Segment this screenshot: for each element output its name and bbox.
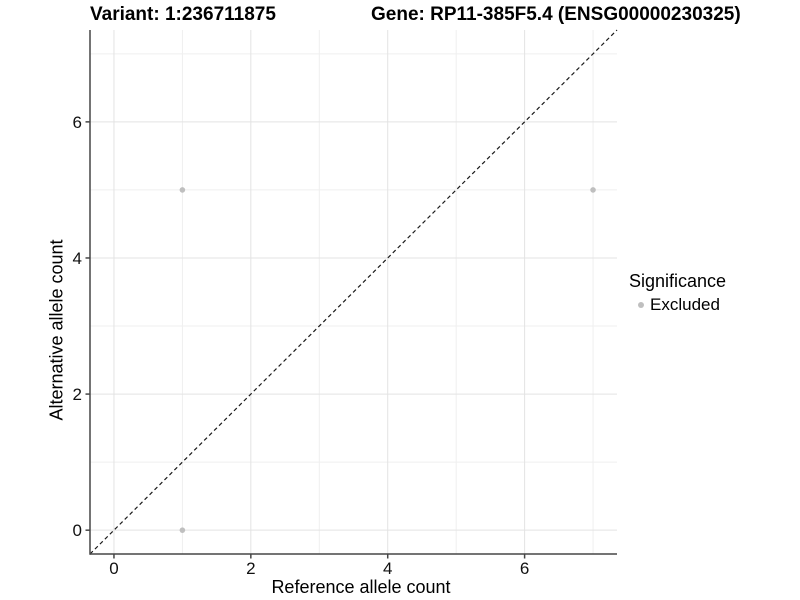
x-tick-label: 6: [520, 559, 529, 578]
legend: Significance Excluded: [629, 271, 726, 315]
variant-title: Variant: 1:236711875: [90, 4, 276, 25]
data-point: [590, 187, 596, 193]
legend-entry-label: Excluded: [650, 295, 720, 314]
y-tick-label: 0: [73, 521, 82, 540]
y-tick-label: 4: [73, 249, 82, 268]
x-tick-label: 2: [246, 559, 255, 578]
x-axis-title: Reference allele count: [271, 577, 451, 597]
x-tick-label: 4: [383, 559, 392, 578]
x-tick-label: 0: [109, 559, 118, 578]
gene-title: Gene: RP11-385F5.4 (ENSG00000230325): [371, 4, 741, 25]
legend-marker-circle-icon: [638, 302, 644, 308]
legend-title: Significance: [629, 271, 727, 291]
data-point: [179, 527, 186, 533]
identity-dashed-line: [89, 29, 618, 555]
legend-entry-excluded: Excluded: [629, 295, 726, 315]
y-tick-label: 2: [73, 385, 82, 404]
data-point: [179, 187, 186, 193]
y-axis-title: Alternative allele count: [46, 239, 67, 421]
y-tick-label: 6: [73, 113, 82, 132]
